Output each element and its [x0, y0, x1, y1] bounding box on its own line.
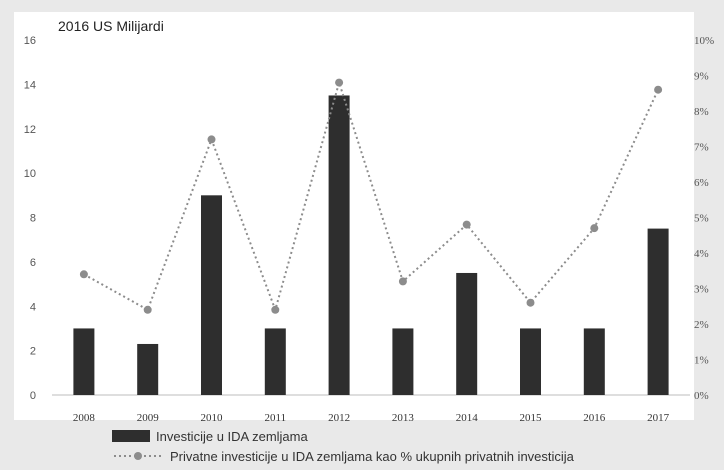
x-tick-label: 2013 [392, 412, 415, 424]
y-tick-label: 12 [24, 124, 36, 136]
y-tick-label: 0 [30, 390, 36, 402]
y-tick-label: 10 [24, 168, 36, 180]
x-tick-label: 2010 [201, 412, 224, 424]
bar [520, 328, 541, 395]
y2-tick-label: 8% [694, 106, 709, 118]
chart-title: 2016 US Milijardi [58, 18, 164, 34]
y2-tick-label: 7% [694, 142, 709, 154]
bar [73, 328, 95, 395]
y-tick-label: 2 [30, 346, 36, 358]
legend-line-swatch [114, 452, 162, 460]
x-tick-label: 2008 [73, 412, 96, 424]
y-tick-label: 14 [24, 79, 36, 91]
bar [137, 343, 159, 395]
x-tick-label: 2011 [265, 412, 287, 424]
legend-label-line: Privatne investicije u IDA zemljama kao … [170, 448, 574, 464]
line-point [335, 78, 344, 87]
line-point [207, 135, 216, 144]
legend-bar-swatch [112, 430, 150, 442]
line-point [143, 305, 152, 314]
bar [328, 95, 350, 395]
line-point [398, 277, 407, 286]
x-tick-label: 2015 [520, 412, 543, 424]
y2-tick-label: 5% [694, 213, 709, 225]
line-point [590, 224, 599, 233]
bar [264, 328, 286, 395]
y2-tick-label: 4% [694, 248, 709, 260]
line-point [271, 305, 280, 314]
bar [647, 228, 669, 395]
bar [201, 195, 222, 395]
plot-area [14, 12, 694, 420]
y2-tick-label: 3% [694, 284, 709, 296]
y2-tick-label: 10% [694, 35, 714, 47]
y2-tick-label: 9% [694, 71, 709, 83]
x-tick-label: 2012 [328, 412, 350, 424]
y2-tick-label: 6% [694, 177, 709, 189]
x-tick-label: 2014 [456, 412, 479, 424]
line-point [462, 220, 471, 229]
y-tick-label: 8 [30, 213, 36, 225]
line-point [526, 298, 535, 307]
y-tick-label: 6 [30, 257, 36, 269]
y-tick-label: 4 [30, 301, 36, 313]
bar [392, 328, 414, 395]
y2-tick-label: 1% [694, 355, 709, 367]
legend-label-bars: Investicije u IDA zemljama [156, 428, 308, 444]
bar [583, 328, 605, 395]
x-tick-label: 2016 [583, 412, 606, 424]
x-tick-label: 2017 [647, 412, 670, 424]
legend: Investicije u IDA zemljama Privatne inve… [112, 426, 574, 466]
legend-item-bars: Investicije u IDA zemljama [112, 426, 574, 446]
line-point [79, 270, 88, 279]
x-tick-label: 2009 [137, 412, 160, 424]
y-tick-label: 16 [24, 35, 36, 47]
bar [456, 272, 478, 395]
line-point [654, 85, 663, 94]
legend-item-line: Privatne investicije u IDA zemljama kao … [112, 446, 574, 466]
y2-tick-label: 2% [694, 319, 709, 331]
y2-tick-label: 0% [694, 390, 709, 402]
